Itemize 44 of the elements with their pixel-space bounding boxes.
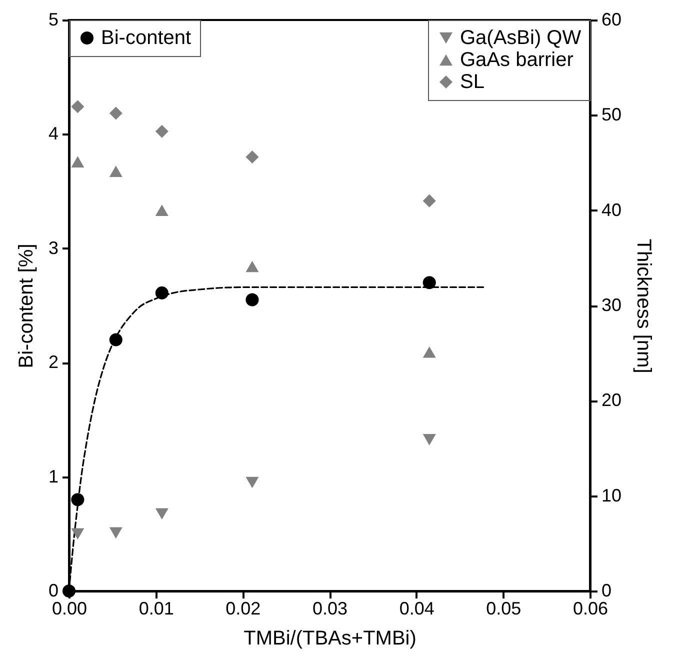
y2-tick-label: 0 xyxy=(602,580,612,600)
x-tick-label: 0.01 xyxy=(138,598,174,618)
point xyxy=(109,106,122,120)
point xyxy=(422,194,436,208)
x-tick-label: 0.03 xyxy=(312,598,348,618)
y2-tick-label: 40 xyxy=(602,200,622,220)
y-tick-label: 3 xyxy=(48,238,58,258)
x-tick-label: 0.06 xyxy=(572,598,608,618)
y2-tick-label: 20 xyxy=(602,390,622,410)
y2-tick-label: 60 xyxy=(602,10,622,30)
point xyxy=(422,434,436,446)
y-axis-title: Bi-content [%] xyxy=(15,244,38,368)
y2-tick-label: 50 xyxy=(602,104,622,125)
y-tick-label: 5 xyxy=(48,10,58,30)
x-axis-title: TMBi/(TBAs+TMBi) xyxy=(244,628,416,650)
y2-tick-label: 30 xyxy=(602,295,622,315)
y2-axis-title: Thickness [nm] xyxy=(632,238,655,374)
point xyxy=(246,476,259,488)
y-tick-label: 0 xyxy=(48,580,58,600)
point xyxy=(155,204,168,216)
point xyxy=(71,156,84,168)
point xyxy=(109,527,122,539)
legend-label: Bi-content xyxy=(101,27,192,49)
x-tick-label: 0.02 xyxy=(226,598,261,618)
x-tick-label: 0.00 xyxy=(52,598,88,618)
legend-label: Ga(AsBi) QW xyxy=(460,27,582,49)
point xyxy=(246,150,259,164)
point xyxy=(155,124,168,138)
legend-label: GaAs barrier xyxy=(460,49,574,71)
point xyxy=(422,276,436,290)
point xyxy=(71,100,84,114)
point xyxy=(246,293,259,306)
point xyxy=(422,346,436,358)
x-tick-label: 0.04 xyxy=(399,598,434,618)
y-tick-label: 4 xyxy=(48,124,58,144)
point xyxy=(246,260,259,272)
y-tick-label: 2 xyxy=(48,352,58,372)
point xyxy=(71,528,84,540)
point xyxy=(109,166,122,177)
point xyxy=(155,508,168,520)
legend-label: SL xyxy=(460,71,484,93)
y-tick-label: 1 xyxy=(48,466,58,486)
x-tick-label: 0.05 xyxy=(486,598,522,618)
y2-tick-label: 10 xyxy=(602,485,622,506)
